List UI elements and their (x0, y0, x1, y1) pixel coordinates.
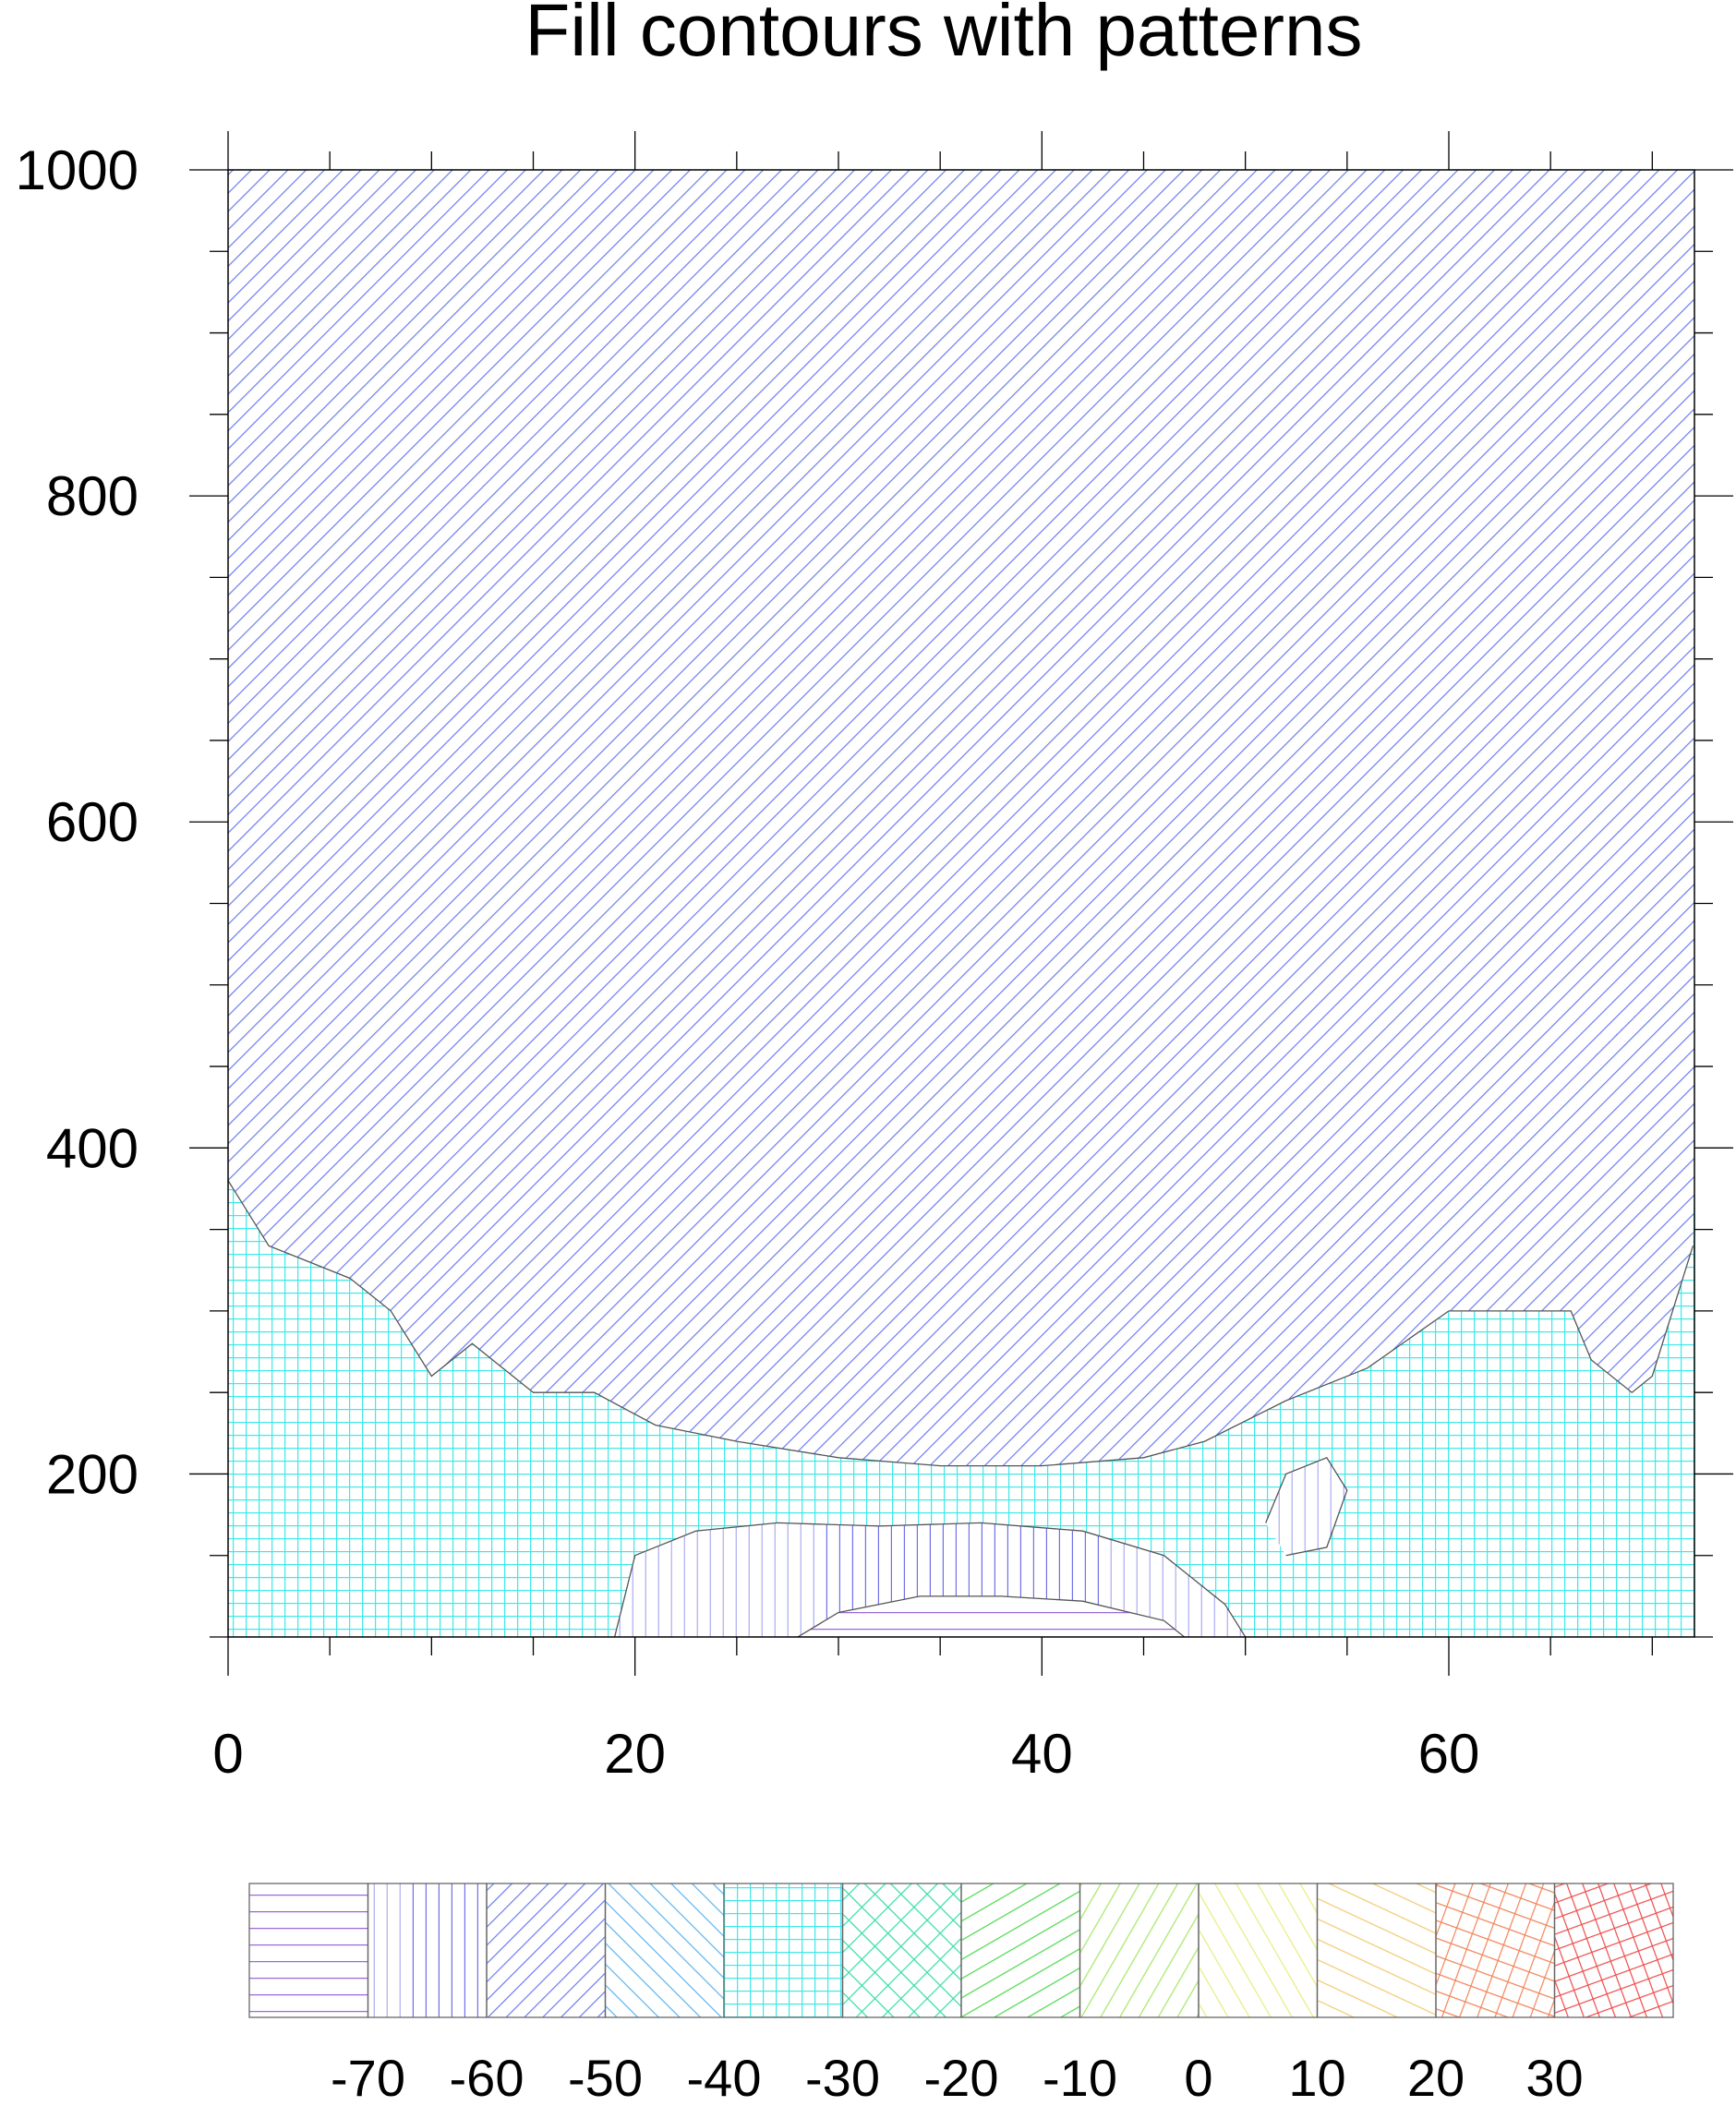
legend-box (1316, 1883, 1437, 2018)
legend-label: 0 (1184, 2049, 1212, 2106)
y-tick-label: 1000 (16, 139, 139, 201)
legend-label: 20 (1407, 2049, 1465, 2106)
legend-box (723, 1883, 844, 2018)
legend-label: -30 (805, 2049, 880, 2106)
x-tick-label: 40 (1011, 1723, 1073, 1785)
contour-line-9 (797, 1595, 1186, 1637)
y-axis: 200 400 600 800 1000 (16, 139, 1733, 1638)
legend-box (841, 1883, 962, 2018)
x-axis: 0 20 40 60 (212, 131, 1653, 1785)
legend-label: -50 (568, 2049, 643, 2106)
legend-label: -40 (687, 2049, 762, 2106)
y-tick-label: 200 (46, 1443, 139, 1505)
legend-label: -70 (331, 2049, 405, 2106)
legend-box (1198, 1883, 1319, 2018)
y-tick-label: 600 (46, 791, 139, 853)
legend-label: -20 (924, 2049, 999, 2106)
contour-regions (228, 170, 1694, 1637)
contour-region-7 (228, 170, 1694, 1466)
legend-label: 30 (1525, 2049, 1583, 2106)
y-tick-label: 800 (46, 465, 139, 527)
legend-box (1079, 1883, 1200, 2018)
x-tick-label: 60 (1418, 1723, 1480, 1785)
chart-title: Fill contours with patterns (524, 0, 1362, 71)
contour-line-7 (228, 1180, 1694, 1467)
legend-bar: -70 -60 -50 -40 -30 -20 -10 0 10 20 30 (248, 1883, 1674, 2106)
legend-box (1435, 1883, 1556, 2018)
contour-line-8 (613, 1522, 1247, 1637)
legend-label: -60 (450, 2049, 524, 2106)
legend-box (960, 1883, 1081, 2018)
x-tick-label: 20 (604, 1723, 666, 1785)
legend-box (248, 1883, 369, 2018)
legend-label: 10 (1288, 2049, 1345, 2106)
legend-box (367, 1883, 488, 2018)
contour-region-10 (1265, 1457, 1347, 1556)
contour-line-10 (1265, 1456, 1348, 1557)
contour-region-9 (797, 1595, 1185, 1637)
legend-box (604, 1883, 725, 2018)
legend-box (1553, 1883, 1674, 2018)
legend-box (486, 1883, 607, 2018)
y-tick-label: 400 (46, 1117, 139, 1179)
x-tick-label: 0 (212, 1723, 243, 1785)
legend-label: -10 (1043, 2049, 1117, 2106)
